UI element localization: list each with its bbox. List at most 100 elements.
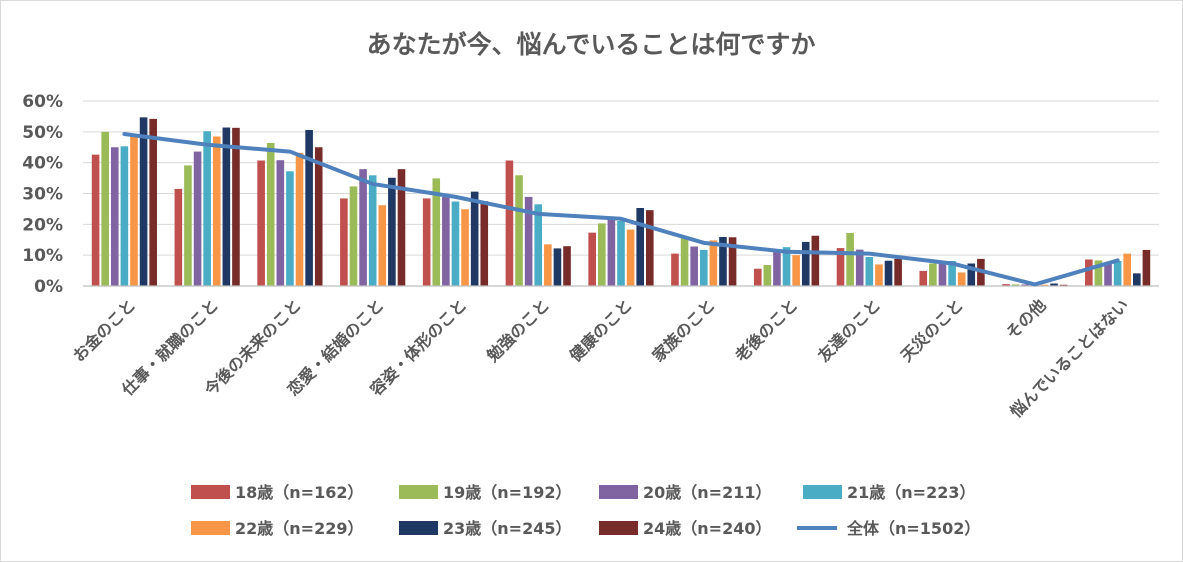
bar: [212, 136, 221, 286]
legend-item: 21歳（n=223）: [803, 483, 975, 502]
bar: [728, 237, 737, 286]
bar: [709, 240, 718, 286]
bar: [753, 268, 762, 286]
bar: [919, 270, 928, 286]
bar: [598, 223, 606, 286]
bar: [139, 117, 148, 286]
legend-label: 21歳（n=223）: [847, 483, 975, 502]
legend: 18歳（n=162） 19歳（n=192） 20歳（n=211） 21歳（n=223）…: [191, 483, 980, 538]
bar: [671, 253, 679, 287]
y-tick-label: 50%: [22, 123, 63, 143]
y-tick-label: 10%: [22, 246, 63, 266]
bar: [1142, 249, 1151, 286]
bar: [855, 249, 864, 286]
y-tick-label: 20%: [22, 215, 63, 235]
bar: [110, 147, 119, 286]
bar: [1123, 253, 1132, 287]
bar: [607, 217, 616, 286]
bar: [130, 136, 138, 286]
bar: [1085, 259, 1093, 286]
bar: [588, 232, 596, 286]
bar: [929, 263, 937, 286]
legend-swatch: [599, 521, 638, 535]
bar: [846, 232, 854, 286]
bar: [461, 209, 469, 286]
bar: [193, 151, 202, 286]
legend-swatch: [399, 485, 438, 499]
bar: [948, 261, 956, 286]
legend-label: 23歳（n=245）: [443, 519, 571, 538]
legend-item: 全体（n=1502）: [797, 519, 980, 538]
bar: [1104, 262, 1112, 286]
bar: [451, 201, 460, 286]
bar: [792, 255, 800, 286]
bar: [286, 171, 294, 286]
bar: [222, 127, 231, 287]
x-tick-label: 家族のこと: [649, 295, 719, 365]
legend-label: 22歳（n=229）: [235, 519, 363, 538]
bar: [480, 201, 489, 286]
bar: [646, 210, 654, 286]
bar: [957, 272, 966, 286]
bar: [368, 175, 377, 286]
bar: [442, 196, 450, 286]
legend-swatch: [599, 485, 638, 499]
bar: [836, 248, 845, 286]
bar: [295, 152, 304, 286]
bar: [626, 229, 635, 286]
legend-swatch: [191, 485, 230, 499]
bar: [1133, 273, 1141, 286]
bar: [397, 169, 406, 286]
bar-series: [91, 117, 1151, 287]
bar: [101, 131, 109, 286]
bar: [422, 198, 431, 286]
bar: [699, 249, 708, 286]
bar: [505, 160, 514, 286]
bar: [388, 177, 396, 286]
bar: [690, 246, 698, 286]
bar: [91, 154, 100, 286]
x-tick-label: 老後のこと: [731, 295, 802, 366]
bar: [1021, 284, 1030, 286]
bar: [563, 246, 571, 286]
y-tick-label: 0%: [34, 277, 63, 297]
bar: [359, 169, 367, 286]
bar: [801, 241, 810, 286]
bar: [515, 175, 523, 286]
bar: [811, 235, 820, 286]
bar: [894, 258, 902, 286]
bar: [617, 220, 625, 286]
y-tick-label: 30%: [22, 185, 63, 205]
legend-item: 24歳（n=240）: [599, 519, 771, 538]
bar: [276, 160, 285, 286]
bar: [1040, 284, 1049, 286]
x-tick-label: 天災のこと: [897, 295, 967, 365]
y-tick-label: 40%: [22, 154, 63, 174]
bar: [636, 207, 644, 286]
bar: [1050, 283, 1058, 286]
x-tick-label: 友達のこと: [814, 295, 884, 365]
bar: [534, 204, 543, 286]
bar: [553, 248, 562, 286]
bar: [174, 188, 183, 287]
bar: [1113, 261, 1122, 286]
bar: [544, 244, 552, 287]
x-tick-label: その他: [1002, 295, 1049, 342]
legend-swatch: [803, 485, 842, 499]
legend-item: 18歳（n=162）: [191, 483, 363, 502]
bar: [184, 165, 192, 286]
bar: [782, 247, 791, 286]
legend-swatch: [191, 521, 230, 535]
bar: [432, 178, 441, 286]
bar: [865, 257, 874, 286]
bar: [680, 237, 689, 286]
line-series: [122, 131, 1120, 287]
bar: [232, 127, 240, 286]
bar: [763, 265, 772, 286]
bar: [257, 160, 265, 286]
legend-label: 20歳（n=211）: [643, 483, 771, 502]
bar: [305, 129, 313, 286]
